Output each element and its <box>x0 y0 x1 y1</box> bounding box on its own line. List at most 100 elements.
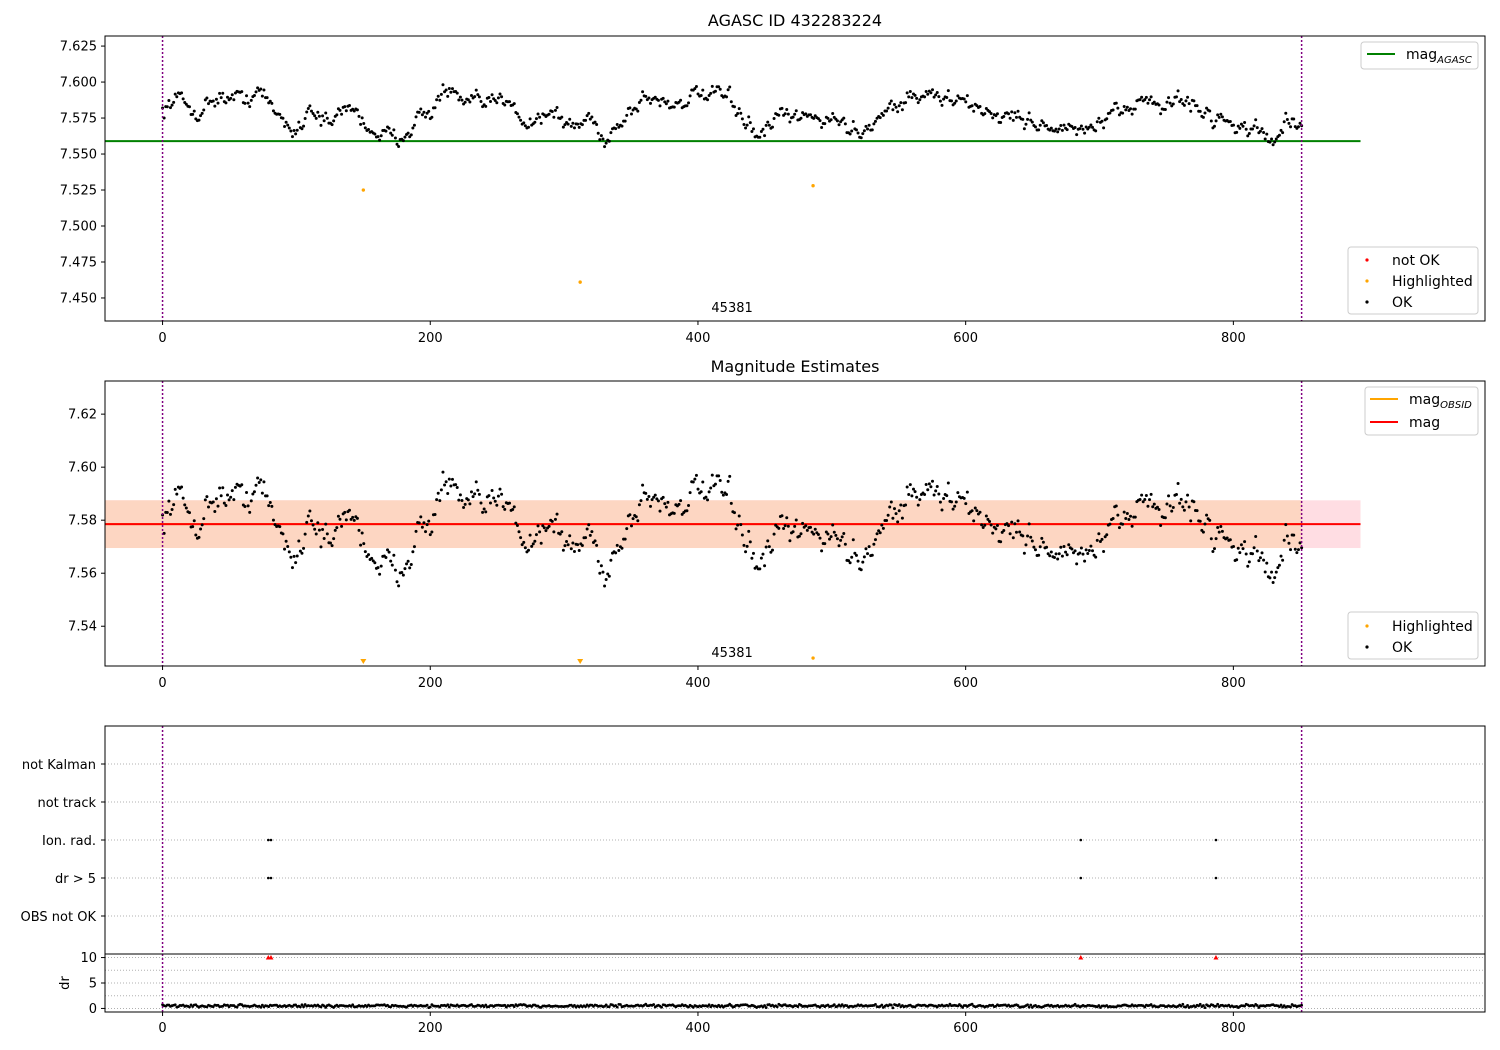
highlighted-points <box>361 183 815 284</box>
ok-point <box>563 123 567 127</box>
ok-point <box>1168 504 1172 508</box>
dr-point <box>874 1002 877 1006</box>
ok-point <box>561 125 565 129</box>
ok-point <box>503 507 507 511</box>
ok-point <box>1045 545 1049 549</box>
ok-point <box>926 488 930 492</box>
ok-point <box>1062 544 1066 548</box>
ok-point <box>256 86 260 90</box>
ok-point <box>420 113 424 117</box>
ok-point <box>226 95 230 99</box>
ok-point <box>233 485 237 489</box>
ok-point <box>259 87 263 91</box>
ok-point <box>1295 551 1299 555</box>
ok-point <box>954 99 958 103</box>
ok-point <box>880 523 884 527</box>
ok-point <box>498 92 502 96</box>
flag-category-label: not track <box>37 796 96 811</box>
ok-point <box>1070 547 1074 551</box>
ok-point <box>1239 543 1243 547</box>
legend-subscript: AGASC <box>1436 55 1472 66</box>
ok-point <box>907 95 911 99</box>
ok-point <box>742 543 746 547</box>
ok-point <box>980 523 984 527</box>
ok-point <box>344 518 348 522</box>
ok-point <box>283 547 287 551</box>
ok-point <box>252 490 256 494</box>
ok-point <box>184 506 188 510</box>
ok-point <box>330 544 334 548</box>
ok-point <box>1292 533 1296 537</box>
ok-point <box>834 533 838 537</box>
ok-point <box>870 553 874 557</box>
ok-point <box>964 502 968 506</box>
dr-point <box>503 1003 507 1007</box>
dr-point <box>1202 1004 1205 1007</box>
ok-point <box>370 556 374 560</box>
ok-point <box>666 500 670 504</box>
ok-point <box>1116 513 1120 517</box>
ok-point <box>1263 137 1267 141</box>
ok-point <box>411 126 415 130</box>
ok-point <box>585 527 589 531</box>
ok-point <box>1121 111 1125 115</box>
dr-point <box>891 1006 895 1010</box>
ok-point <box>991 116 995 120</box>
ok-point <box>677 502 681 506</box>
dr-point <box>1181 1002 1185 1006</box>
ok-point <box>1284 523 1288 527</box>
ok-point <box>180 91 184 95</box>
dr-point <box>428 1005 432 1009</box>
ok-point <box>213 509 217 513</box>
ok-point <box>915 96 919 100</box>
ok-point <box>894 512 898 516</box>
ok-point <box>1140 95 1144 99</box>
ok-point <box>287 550 291 554</box>
ok-point <box>249 499 253 503</box>
ok-point <box>1045 124 1049 128</box>
ok-point <box>352 518 356 522</box>
ok-point <box>357 528 361 532</box>
ok-point <box>603 584 607 588</box>
ok-point <box>691 480 695 484</box>
ok-point <box>191 112 195 116</box>
ok-point <box>745 123 749 127</box>
dr-point <box>1198 1002 1202 1006</box>
ok-point <box>229 96 233 100</box>
ok-point <box>704 495 708 499</box>
ok-point <box>397 145 401 149</box>
ok-point <box>595 543 599 547</box>
ok-point <box>519 536 523 540</box>
ok-point <box>897 104 901 108</box>
ok-point <box>309 109 313 113</box>
ok-point <box>832 530 836 534</box>
panel-title: Magnitude Estimates <box>711 357 880 376</box>
ok-point <box>888 505 892 509</box>
clipped-dr-marker <box>1213 955 1219 960</box>
ok-point <box>639 98 643 102</box>
ok-point <box>728 474 732 478</box>
ok-point <box>995 112 999 116</box>
ok-point <box>973 506 977 510</box>
ok-point <box>305 110 309 114</box>
ok-point <box>278 112 282 116</box>
ok-point <box>923 95 927 99</box>
ok-point <box>1097 116 1101 120</box>
ok-point <box>362 542 366 546</box>
ok-point <box>427 109 431 113</box>
ok-point <box>856 131 860 135</box>
ok-point <box>547 524 551 528</box>
ok-point <box>1246 134 1250 138</box>
ok-point <box>1057 552 1061 556</box>
ok-point <box>487 494 491 498</box>
ok-point <box>550 519 554 523</box>
ok-point <box>422 110 426 114</box>
ok-point <box>599 134 603 138</box>
ok-point <box>1246 564 1250 568</box>
ok-point <box>395 580 399 584</box>
ok-point <box>205 495 209 499</box>
ok-point <box>1235 130 1239 134</box>
ok-point <box>1026 534 1030 538</box>
ok-point <box>1037 553 1041 557</box>
ok-point <box>637 100 641 104</box>
